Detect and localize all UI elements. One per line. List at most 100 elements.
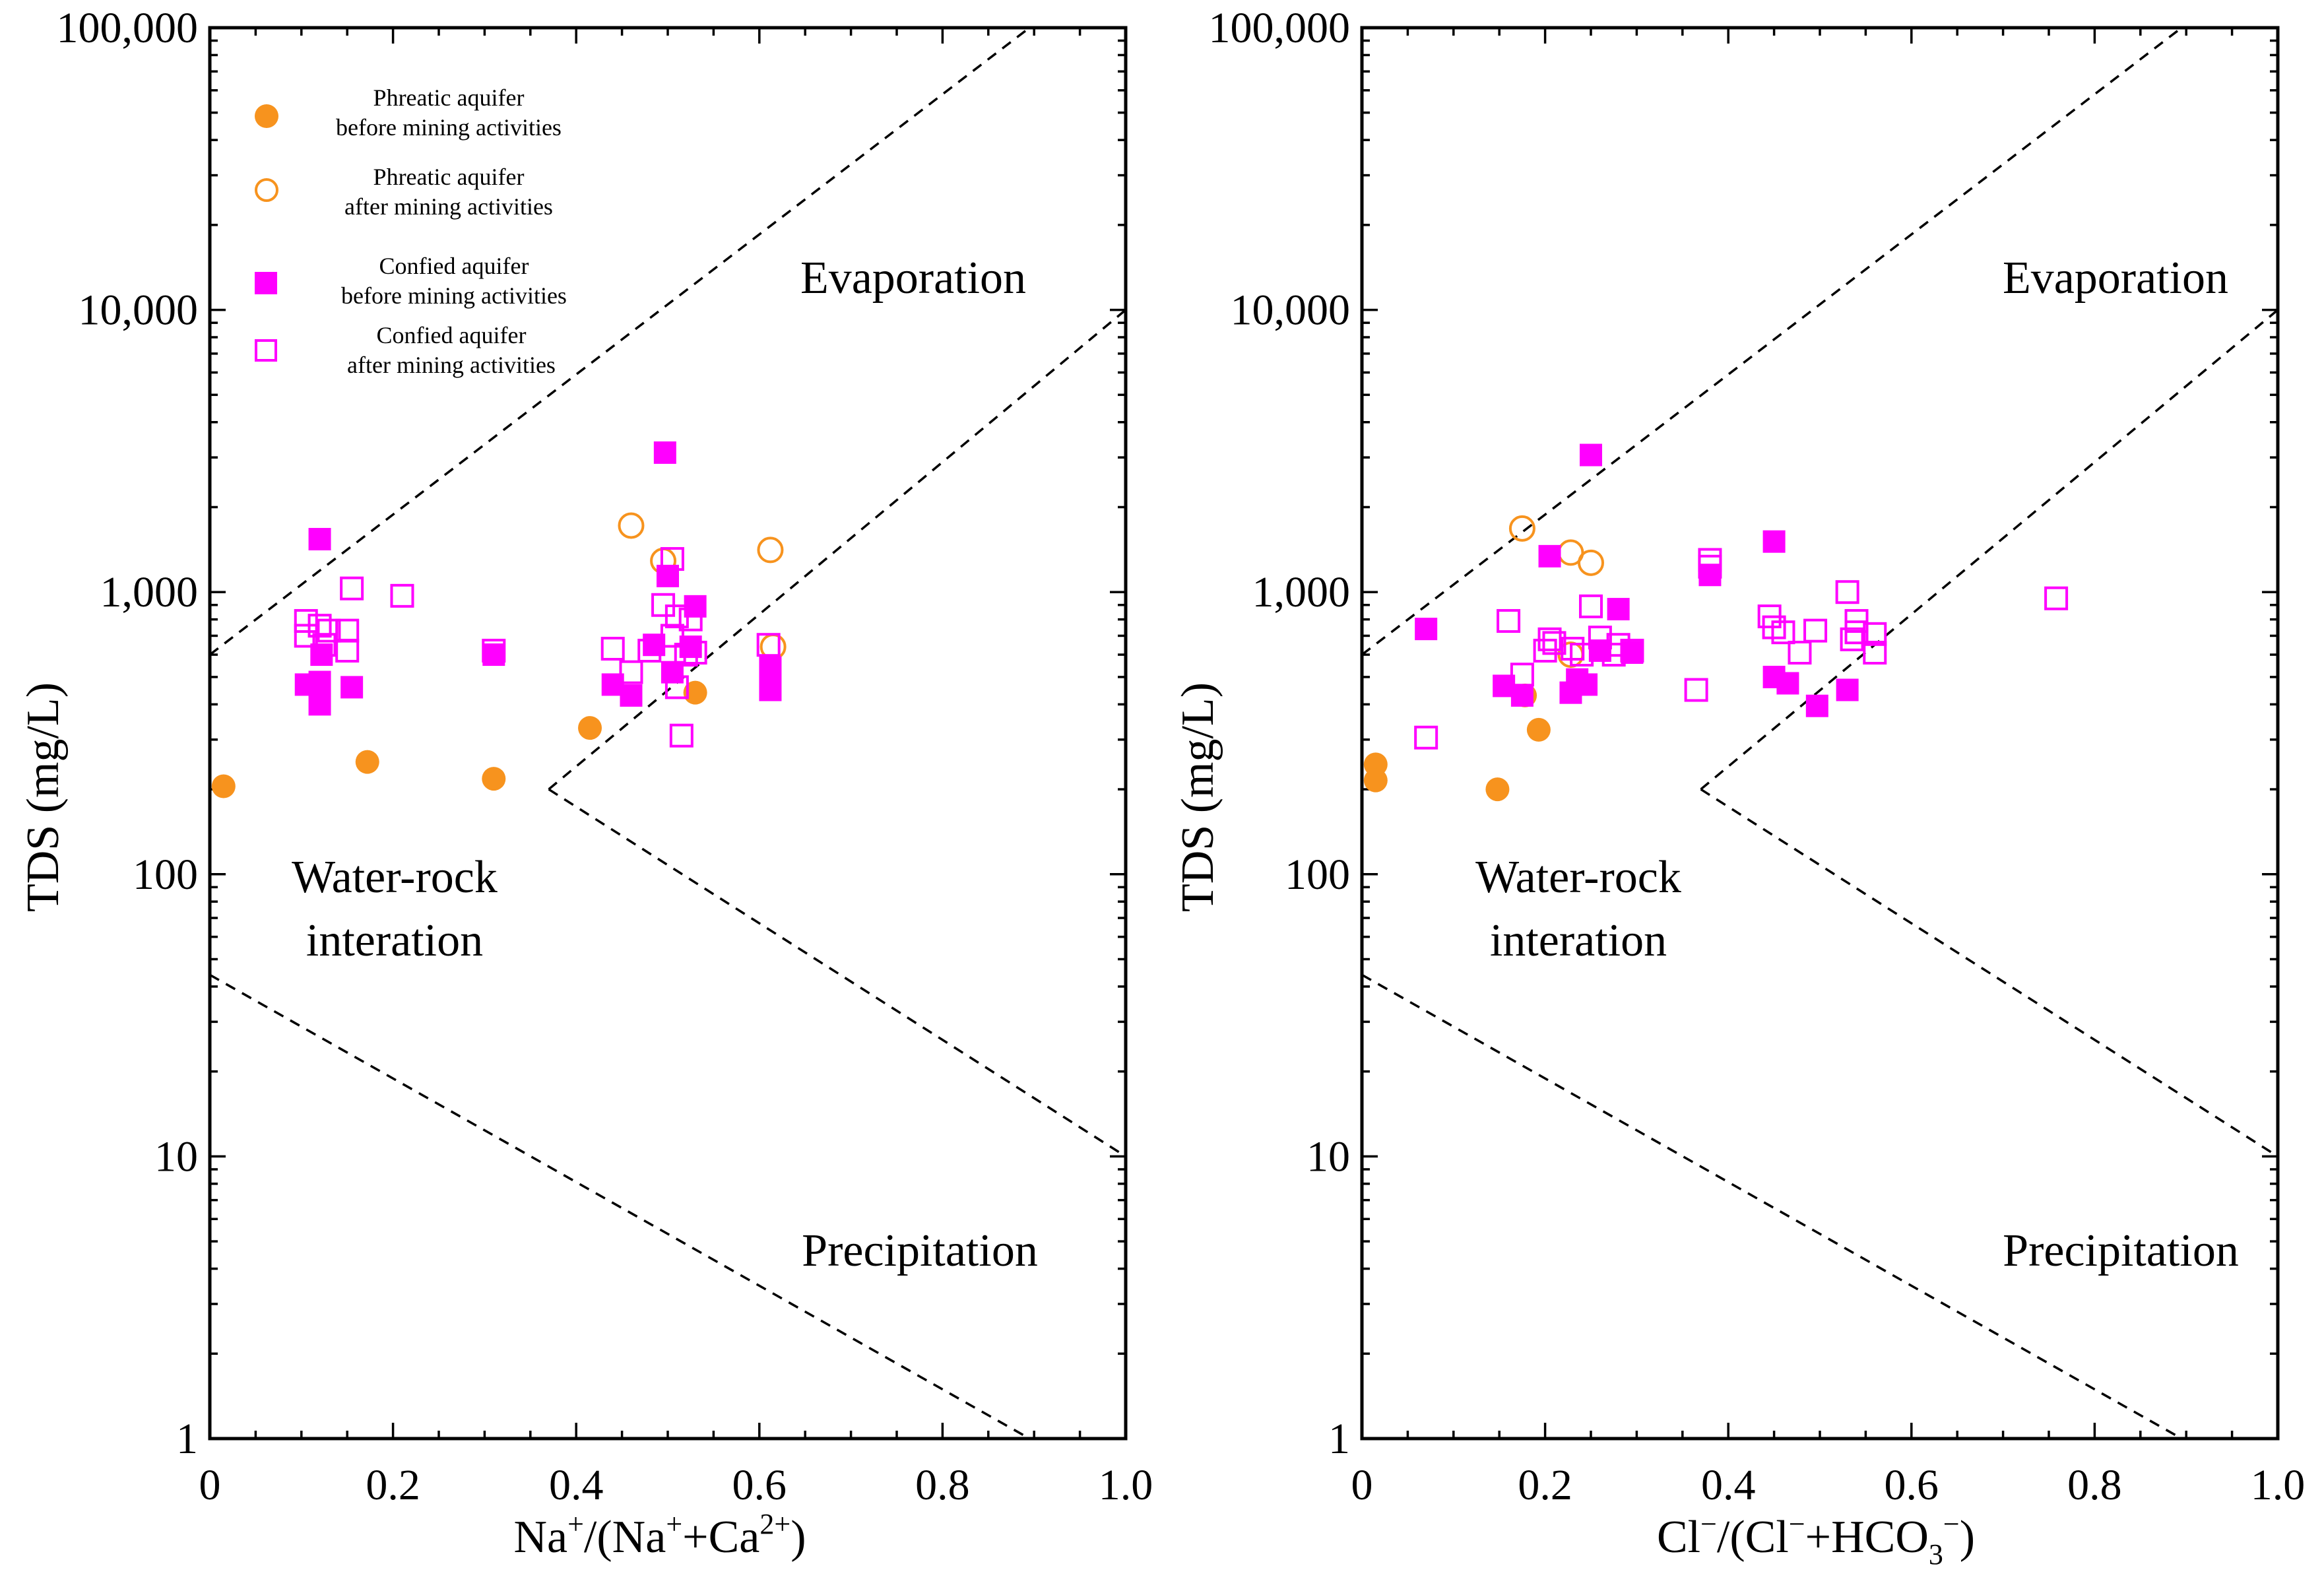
data-point-confined-after	[294, 608, 318, 633]
legend: Phreatic aquifer before mining activitie…	[255, 84, 567, 378]
data-point-confined-before	[1575, 673, 1598, 696]
right-x-title-part: )	[1960, 1512, 1975, 1563]
data-point-confined-after	[669, 723, 694, 748]
left-x-tick-label: 0.4	[549, 1461, 604, 1509]
left-y-tick-label: 1,000	[100, 568, 199, 616]
data-point-confined-after	[1414, 725, 1438, 750]
data-point-confined-after	[1497, 608, 1521, 633]
data-point-confined-before	[759, 678, 782, 701]
right-x-tick-label: 0.4	[1701, 1461, 1756, 1509]
right-ticks	[1361, 26, 2279, 1440]
right-x-tick-label: 0.8	[2067, 1461, 2122, 1509]
data-point-confined-after	[674, 643, 698, 667]
left-y-tick-label: 100,000	[57, 4, 199, 52]
left-interation-label: interation	[306, 915, 483, 966]
data-point-confined-after	[619, 660, 643, 684]
right-x-axis-title: Cl−/(Cl−+HCO3−)	[1657, 1508, 1975, 1571]
left-y-tick-label: 10,000	[79, 286, 199, 335]
left-y-tick-label: 1	[176, 1415, 198, 1463]
right-x-tick-label: 1.0	[2251, 1461, 2306, 1509]
data-point-phreatic-after	[1578, 549, 1604, 576]
left-x-title-part: +Ca	[682, 1512, 759, 1563]
boundary-line	[210, 973, 1031, 1439]
data-point-confined-before	[1510, 684, 1533, 707]
data-point-confined-before	[1762, 530, 1786, 553]
right-x-title-part: +HCO	[1805, 1512, 1929, 1563]
data-point-confined-before	[1538, 544, 1561, 568]
legend-label: Confied aquifer	[377, 322, 527, 348]
right-x-title-sup: −	[1789, 1508, 1805, 1540]
right-y-tick-label: 10,000	[1231, 286, 1351, 335]
data-point-confined-after	[1788, 640, 1812, 665]
left-x-title-part: /(Na	[584, 1512, 666, 1563]
right-interation-label: interation	[1490, 915, 1667, 966]
boundary-line	[1362, 973, 2183, 1439]
right-x-title-part: Cl	[1657, 1512, 1700, 1563]
data-point-confined-before	[308, 693, 331, 716]
legend-label: Phreatic aquifer	[373, 84, 525, 111]
data-point-confined-before	[657, 564, 679, 587]
right-x-title-sup: −	[1700, 1508, 1717, 1540]
data-point-confined-after	[1537, 627, 1562, 651]
right-boundary-lines	[1362, 28, 2278, 1439]
right-chart: 1 10 100 1,000 10,000 100,000 0 0.2 0.4 …	[1173, 4, 2305, 1571]
data-point-confined-after	[2044, 586, 2069, 610]
right-precipitation-label: Precipitation	[2003, 1225, 2239, 1276]
data-point-confined-before	[759, 656, 782, 679]
left-precipitation-label: Precipitation	[802, 1225, 1038, 1276]
data-point-confined-after	[1542, 631, 1566, 655]
data-point-confined-after	[335, 638, 360, 663]
left-ticks	[209, 26, 1127, 1440]
data-point-confined-after	[1698, 554, 1722, 579]
left-y-tick-label: 100	[133, 851, 198, 899]
data-point-confined-after	[307, 614, 332, 638]
data-point-confined-before	[1776, 672, 1799, 695]
data-point-confined-before	[340, 676, 364, 699]
data-point-confined-before	[1415, 618, 1438, 641]
data-point-confined-after	[1803, 618, 1828, 643]
boundary-line	[548, 309, 1126, 791]
data-point-confined-after	[1561, 637, 1585, 661]
right-evaporation-label: Evaporation	[2003, 253, 2228, 304]
right-y-tick-label: 10	[1307, 1132, 1350, 1181]
data-point-phreatic-before	[1526, 717, 1551, 742]
left-evaporation-label: Evaporation	[800, 253, 1026, 304]
data-point-confined-after	[1863, 640, 1887, 665]
data-point-confined-after	[482, 638, 506, 663]
data-point-phreatic-after	[757, 536, 784, 564]
left-x-title-sup: 2+	[759, 1508, 791, 1540]
data-point-confined-after	[664, 675, 689, 699]
right-x-tick-label: 0.2	[1518, 1461, 1572, 1509]
data-point-confined-before	[1805, 694, 1828, 717]
data-point-confined-after	[335, 618, 360, 643]
legend-marker-confined-before	[255, 272, 277, 294]
right-markers	[1363, 443, 2069, 802]
left-x-title-sup: +	[666, 1508, 682, 1540]
left-markers	[211, 441, 787, 798]
boundary-line	[1362, 28, 2183, 656]
data-point-confined-after	[340, 576, 364, 601]
data-point-confined-after	[660, 547, 684, 571]
right-y-tick-label: 1	[1328, 1415, 1350, 1463]
data-point-confined-after	[1840, 627, 1864, 651]
left-x-tick-label: 0.6	[732, 1461, 787, 1509]
data-point-confined-after	[1684, 678, 1708, 702]
data-point-confined-after	[600, 637, 625, 661]
legend-marker-confined-after	[255, 339, 277, 362]
left-x-title-part: Na	[513, 1512, 567, 1563]
left-x-axis-title: Na+/(Na++Ca2+)	[513, 1508, 806, 1563]
data-point-confined-after	[1835, 580, 1859, 604]
right-x-tick-label: 0.6	[1885, 1461, 1939, 1509]
legend-marker-phreatic-after	[255, 178, 278, 202]
legend-label: Confied aquifer	[379, 253, 529, 279]
data-point-confined-before	[308, 670, 331, 694]
data-point-confined-before	[1836, 678, 1859, 701]
data-point-confined-after	[1588, 626, 1612, 650]
data-point-phreatic-after	[618, 512, 645, 539]
data-point-phreatic-before	[355, 750, 379, 774]
left-chart: 1 10 100 1,000 10,000 100,000 0 0.2 0.4 …	[18, 4, 1153, 1563]
left-y-tick-label: 10	[154, 1132, 198, 1181]
left-x-tick-label: 0	[199, 1461, 221, 1509]
data-point-phreatic-before	[482, 767, 506, 791]
